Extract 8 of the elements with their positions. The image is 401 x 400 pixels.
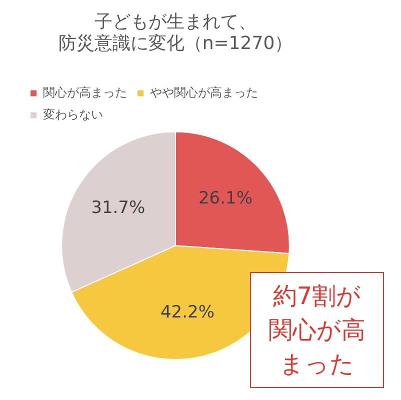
legend-label: やや関心が高まった: [150, 85, 258, 100]
legend-label: 関心が高まった: [43, 85, 127, 100]
text: 約7割が関心が高まった: [268, 282, 366, 378]
legend-label: 変わらない: [43, 107, 103, 122]
chart-title: 子どもが生まれて、防災意識に変化（n=1270）: [58, 11, 293, 54]
data-label: 26.1%: [198, 188, 252, 208]
data-label: 31.7%: [91, 198, 146, 218]
data-label: 42.2%: [160, 302, 214, 322]
